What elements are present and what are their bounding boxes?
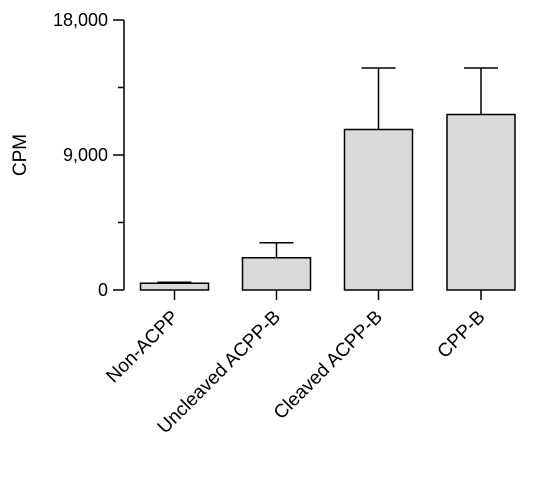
- bar: [343, 128, 414, 291]
- y-axis-ticks: 0 9,000 18,000: [53, 10, 124, 300]
- y-tick-label: 18,000: [53, 10, 108, 30]
- x-tick-label: Non-ACPP: [102, 307, 183, 388]
- y-axis-title: CPM: [10, 134, 31, 176]
- x-tick-label: CPP-B: [434, 307, 490, 363]
- bars-layer: [139, 67, 516, 291]
- bar: [446, 113, 516, 291]
- bar: [241, 257, 312, 291]
- y-tick-label: 0: [98, 280, 108, 300]
- bar: [139, 282, 210, 291]
- x-tick-label: Cleaved ACPP-B: [270, 307, 387, 424]
- y-tick-label: 9,000: [63, 145, 108, 165]
